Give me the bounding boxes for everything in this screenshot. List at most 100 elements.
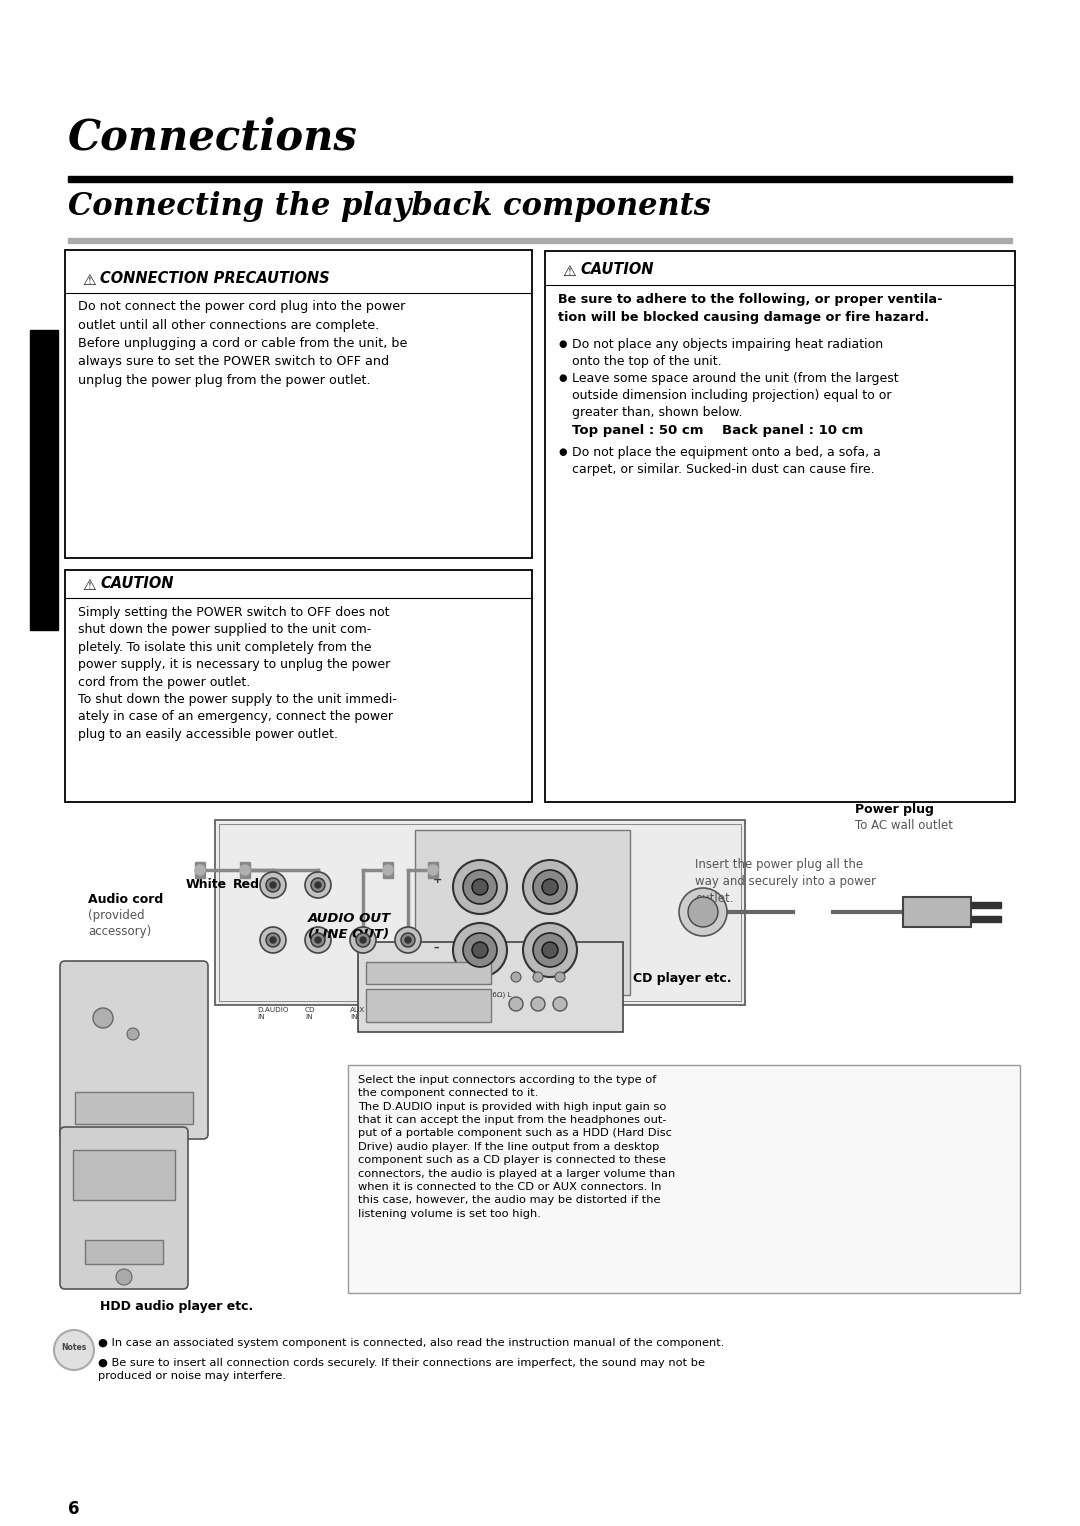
- Circle shape: [534, 972, 543, 983]
- Circle shape: [315, 937, 321, 943]
- Bar: [366, 961, 491, 984]
- Text: To AC wall outlet: To AC wall outlet: [855, 819, 953, 832]
- Text: 6: 6: [68, 1500, 80, 1518]
- Circle shape: [428, 865, 438, 874]
- Circle shape: [350, 926, 376, 954]
- Circle shape: [93, 1009, 113, 1029]
- Circle shape: [453, 923, 507, 977]
- Text: Do not place the equipment onto a bed, a sofa, a
carpet, or similar. Sucked-in d: Do not place the equipment onto a bed, a…: [572, 446, 881, 476]
- Text: ■ SPEAKERS (6~16Ω) L: ■ SPEAKERS (6~16Ω) L: [426, 990, 512, 998]
- Text: ⚠: ⚠: [82, 273, 96, 288]
- Circle shape: [523, 923, 577, 977]
- Bar: [428, 862, 438, 877]
- Circle shape: [311, 877, 325, 893]
- Text: Select the input connectors according to the type of
the component connected to : Select the input connectors according to…: [357, 1074, 675, 1219]
- Text: Top panel : 50 cm    Back panel : 10 cm: Top panel : 50 cm Back panel : 10 cm: [572, 424, 863, 436]
- Text: ●: ●: [558, 447, 567, 456]
- Text: Connections: Connections: [68, 116, 357, 159]
- Text: HDD audio player etc.: HDD audio player etc.: [100, 1300, 253, 1312]
- Circle shape: [523, 861, 577, 914]
- Bar: [73, 1151, 175, 1199]
- Text: Do not connect the power cord plug into the power
outlet until all other connect: Do not connect the power cord plug into …: [78, 301, 407, 388]
- Circle shape: [270, 937, 276, 943]
- Text: AUX
IN: AUX IN: [350, 1007, 365, 1019]
- Text: –: –: [433, 943, 438, 954]
- Circle shape: [270, 882, 276, 888]
- Circle shape: [534, 870, 567, 903]
- Text: CAUTION: CAUTION: [580, 262, 653, 278]
- Bar: [215, 819, 745, 1006]
- Text: Connecting the playback components: Connecting the playback components: [68, 191, 711, 221]
- Text: Be sure to adhere to the following, or proper ventila-
tion will be blocked caus: Be sure to adhere to the following, or p…: [558, 293, 943, 324]
- Circle shape: [531, 996, 545, 1012]
- Circle shape: [240, 865, 249, 874]
- Bar: [85, 1241, 163, 1264]
- Text: ENGLISH: ENGLISH: [38, 452, 51, 510]
- Text: Insert the power plug all the
way and securely into a power
outlet.: Insert the power plug all the way and se…: [696, 858, 876, 905]
- Text: ●: ●: [558, 372, 567, 383]
- Text: Do not place any objects impairing heat radiation
onto the top of the unit.: Do not place any objects impairing heat …: [572, 337, 883, 368]
- Bar: [219, 824, 741, 1001]
- Bar: [68, 238, 1012, 243]
- Circle shape: [555, 972, 565, 983]
- Bar: [415, 830, 630, 995]
- Text: Simply setting the POWER switch to OFF does not
shut down the power supplied to : Simply setting the POWER switch to OFF d…: [78, 606, 396, 740]
- Text: ● Be sure to insert all connection cords securely. If their connections are impe: ● Be sure to insert all connection cords…: [98, 1358, 705, 1381]
- Circle shape: [195, 865, 205, 874]
- Circle shape: [463, 870, 497, 903]
- Text: +: +: [433, 874, 442, 885]
- Bar: [903, 897, 971, 926]
- Bar: [366, 989, 491, 1022]
- Circle shape: [509, 996, 523, 1012]
- Circle shape: [260, 871, 286, 897]
- Circle shape: [360, 937, 366, 943]
- Circle shape: [395, 926, 421, 954]
- Circle shape: [266, 877, 280, 893]
- Text: CD player etc.: CD player etc.: [633, 972, 731, 984]
- Text: Notes: Notes: [62, 1343, 86, 1352]
- Bar: [383, 862, 393, 877]
- Circle shape: [542, 879, 558, 896]
- Bar: [75, 1093, 193, 1125]
- Text: ● In case an associated system component is connected, also read the instruction: ● In case an associated system component…: [98, 1338, 725, 1347]
- Text: ●: ●: [558, 339, 567, 349]
- Text: (provided
accessory): (provided accessory): [87, 909, 151, 938]
- FancyBboxPatch shape: [60, 1128, 188, 1289]
- Text: ⚠: ⚠: [562, 264, 576, 279]
- Bar: [65, 250, 532, 559]
- Circle shape: [472, 942, 488, 958]
- Text: D.AUDIO
IN: D.AUDIO IN: [257, 1007, 288, 1019]
- Bar: [195, 862, 205, 877]
- Bar: [240, 862, 249, 877]
- FancyBboxPatch shape: [60, 961, 208, 1138]
- Text: CAUTION: CAUTION: [100, 575, 174, 591]
- Circle shape: [401, 932, 415, 948]
- Circle shape: [511, 972, 521, 983]
- Bar: [357, 942, 623, 1032]
- Bar: [68, 175, 1012, 182]
- Bar: [348, 1065, 1020, 1293]
- Text: CONNECTION PRECAUTIONS: CONNECTION PRECAUTIONS: [100, 272, 329, 285]
- Circle shape: [305, 926, 330, 954]
- Text: Power plug: Power plug: [855, 803, 934, 816]
- Circle shape: [405, 937, 411, 943]
- Text: Red: Red: [233, 877, 260, 891]
- Circle shape: [679, 888, 727, 935]
- Text: Audio cord: Audio cord: [87, 893, 163, 906]
- Bar: [65, 571, 532, 803]
- Circle shape: [463, 932, 497, 967]
- Bar: [545, 250, 1015, 803]
- Circle shape: [453, 861, 507, 914]
- Text: SUB
WOOFER
PRE OUT: SUB WOOFER PRE OUT: [391, 1007, 417, 1022]
- Text: ⚠: ⚠: [82, 578, 96, 594]
- Circle shape: [542, 942, 558, 958]
- Circle shape: [356, 932, 370, 948]
- Bar: [971, 902, 1001, 908]
- Circle shape: [260, 926, 286, 954]
- Circle shape: [266, 932, 280, 948]
- Bar: [971, 916, 1001, 922]
- Circle shape: [383, 865, 393, 874]
- Text: CD
IN: CD IN: [305, 1007, 315, 1019]
- Text: White: White: [186, 877, 227, 891]
- Circle shape: [311, 932, 325, 948]
